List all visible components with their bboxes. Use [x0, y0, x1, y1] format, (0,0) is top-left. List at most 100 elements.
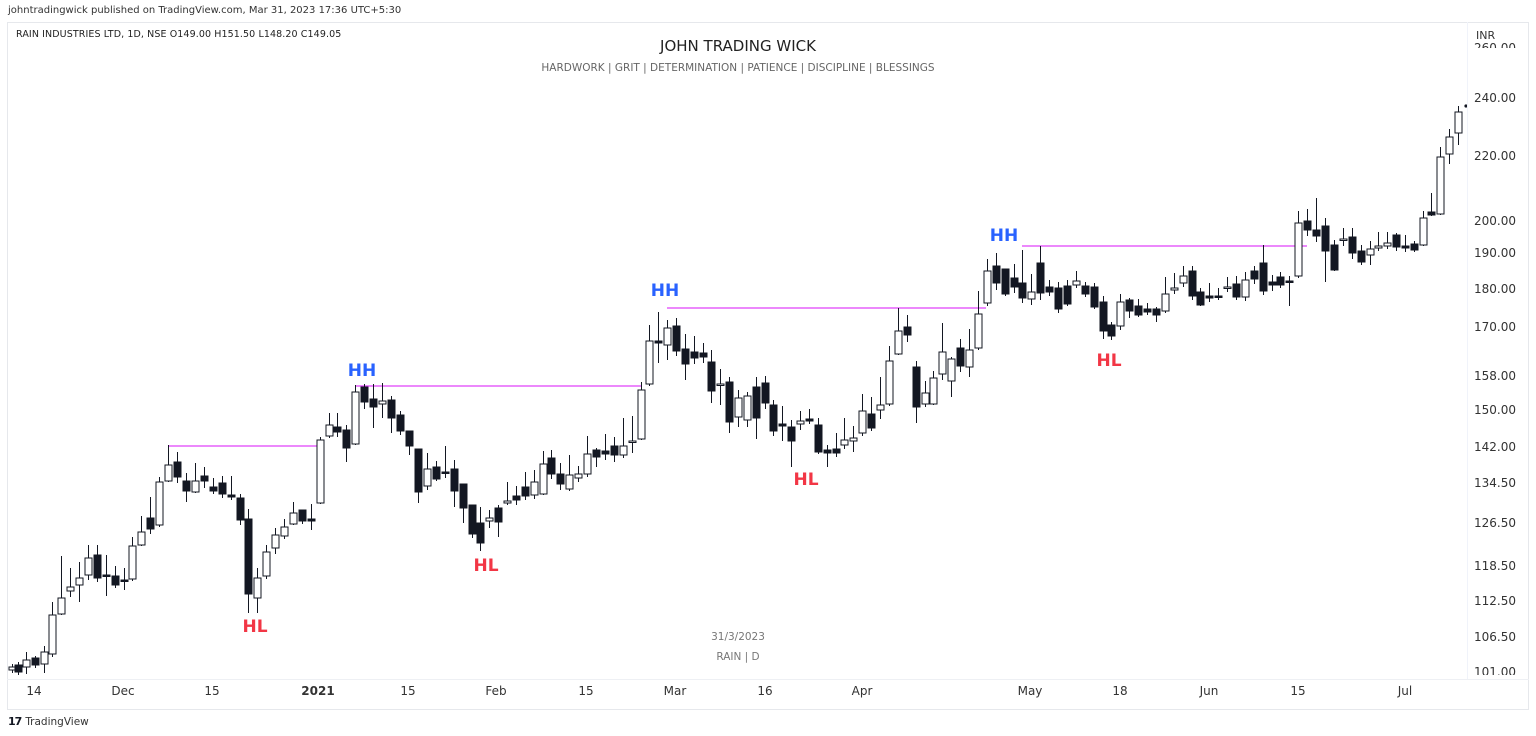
higher-low-label[interactable]: HL	[793, 470, 818, 490]
candle	[947, 357, 956, 397]
price-tick-label: 240.00	[1474, 91, 1516, 105]
candle	[351, 385, 360, 445]
price-tick-label: 106.50	[1474, 630, 1516, 644]
candle	[155, 477, 164, 527]
higher-high-label[interactable]: HH	[651, 281, 679, 301]
candle	[583, 436, 592, 477]
candle	[66, 568, 75, 597]
time-tick-label: 2021	[301, 684, 335, 698]
candle	[378, 383, 387, 418]
higher-low-label[interactable]: HL	[473, 556, 498, 576]
candle	[565, 455, 574, 491]
candle	[227, 476, 236, 500]
candlestick-plot[interactable]: HH HH HH HL HL HL HL	[0, 0, 1467, 679]
candle	[539, 451, 548, 495]
price-tick-label: 101.00	[1474, 665, 1516, 675]
price-tick-label: 126.50	[1474, 516, 1516, 530]
candle	[316, 437, 325, 504]
price-tick-label: 112.50	[1474, 594, 1516, 608]
candle	[965, 329, 974, 377]
candle	[102, 555, 111, 596]
candle	[1196, 288, 1205, 306]
price-tick-label: 190.00	[1474, 246, 1516, 260]
candle	[610, 437, 619, 462]
candle	[1134, 299, 1143, 317]
time-tick-label: Dec	[111, 684, 135, 698]
tradingview-logo-icon: 17	[8, 715, 22, 728]
tradingview-brand[interactable]: 17 TradingView	[8, 715, 89, 728]
candle	[1374, 232, 1383, 251]
candle	[840, 418, 849, 449]
candle	[858, 394, 867, 436]
candle	[619, 418, 628, 458]
candle	[1410, 241, 1419, 252]
candle	[1357, 245, 1366, 265]
candle	[1250, 266, 1259, 284]
candle	[253, 568, 262, 613]
candle	[405, 430, 414, 455]
candle	[1268, 275, 1277, 291]
candle	[1339, 228, 1348, 246]
candle	[654, 312, 663, 363]
candle	[1179, 266, 1188, 287]
candle	[1401, 235, 1410, 252]
candle	[1285, 276, 1294, 306]
candle	[1125, 298, 1134, 318]
candle	[360, 384, 369, 409]
candle	[992, 253, 1001, 290]
candle	[672, 318, 681, 356]
candle	[787, 420, 796, 467]
candle	[734, 390, 743, 427]
candle	[716, 369, 725, 405]
candle	[974, 291, 983, 350]
candle	[1392, 233, 1401, 251]
candle	[128, 537, 137, 581]
candle	[574, 466, 583, 482]
candle	[31, 656, 40, 668]
price-axis-separator	[1467, 22, 1468, 679]
candle	[769, 400, 778, 436]
candle	[1330, 240, 1339, 271]
candle	[271, 528, 280, 554]
candle	[1321, 218, 1330, 282]
higher-high-label[interactable]: HH	[348, 361, 376, 381]
candle	[1214, 288, 1223, 300]
candle	[459, 483, 468, 523]
higher-low-label[interactable]: HL	[1096, 351, 1121, 371]
candle	[209, 478, 218, 494]
candle	[743, 392, 752, 427]
time-axis-separator	[7, 679, 1529, 680]
candle	[849, 426, 858, 452]
candle	[325, 413, 334, 438]
candle	[645, 325, 654, 386]
candle	[1063, 280, 1072, 306]
candle	[956, 339, 965, 372]
time-tick-label: Apr	[851, 684, 873, 698]
last-price-dot	[1464, 104, 1467, 108]
candle	[885, 346, 894, 406]
candle	[280, 519, 289, 539]
candle	[494, 505, 503, 537]
candle	[1223, 277, 1232, 292]
candle	[707, 350, 716, 403]
candle	[601, 434, 610, 460]
time-tick-label: Jul	[1397, 684, 1413, 698]
time-tick-label: 16	[757, 684, 773, 698]
candle	[146, 497, 155, 534]
candle	[1170, 273, 1179, 294]
higher-high-label[interactable]: HH	[990, 226, 1018, 246]
candle	[441, 446, 450, 478]
watermark-ticker: RAIN | D	[716, 651, 760, 663]
candle	[876, 377, 885, 419]
candle	[40, 646, 49, 673]
candle	[1099, 296, 1108, 339]
candle	[1010, 264, 1019, 293]
candle	[218, 476, 227, 498]
candle	[1045, 280, 1054, 296]
candle	[1027, 274, 1036, 305]
candle	[1161, 277, 1170, 313]
candle	[1188, 266, 1197, 300]
candle	[637, 382, 646, 440]
higher-low-label[interactable]: HL	[242, 617, 267, 637]
price-tick-label: 260.00	[1474, 41, 1516, 48]
